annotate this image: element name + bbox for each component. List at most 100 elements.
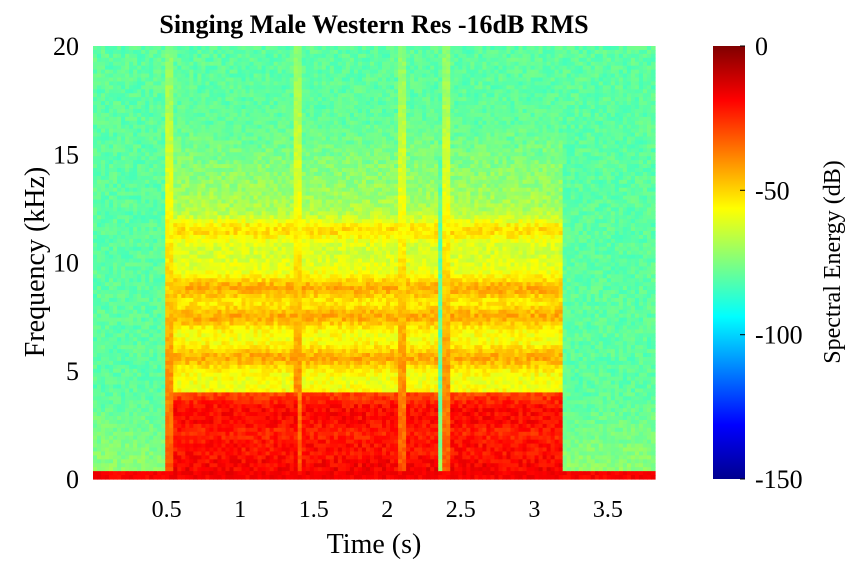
heatmap-cell	[205, 211, 211, 216]
heatmap-cell	[201, 360, 206, 366]
heatmap-cell	[245, 175, 251, 181]
heatmap-cell	[141, 219, 146, 224]
heatmap-cell	[229, 254, 235, 260]
heatmap-cell	[205, 144, 211, 149]
heatmap-cell	[153, 73, 158, 79]
heatmap-cell	[181, 140, 186, 146]
heatmap-cell	[125, 108, 130, 114]
heatmap-cell	[97, 305, 102, 311]
heatmap-cell	[101, 353, 106, 358]
heatmap-cell	[261, 93, 267, 98]
heatmap-cell	[237, 337, 243, 342]
heatmap-cell	[161, 286, 166, 291]
heatmap-cell	[149, 392, 154, 397]
heatmap-cell	[261, 423, 267, 429]
heatmap-cell	[229, 313, 235, 319]
heatmap-cell	[145, 112, 150, 118]
heatmap-cell	[197, 459, 202, 464]
heatmap-cell	[129, 250, 134, 256]
heatmap-cell	[165, 124, 170, 130]
heatmap-cell	[213, 128, 219, 134]
heatmap-cell	[177, 376, 182, 382]
heatmap-cell	[177, 89, 182, 94]
heatmap-cell	[237, 459, 243, 464]
heatmap-cell	[169, 207, 174, 212]
heatmap-cell	[177, 116, 182, 122]
heatmap-cell	[169, 364, 174, 370]
heatmap-cell	[209, 353, 215, 358]
heatmap-cell	[165, 349, 170, 354]
heatmap-cell	[213, 187, 219, 193]
heatmap-cell	[181, 136, 186, 142]
heatmap-cell	[241, 168, 247, 173]
heatmap-cell	[97, 148, 102, 153]
heatmap-cell	[249, 61, 255, 67]
heatmap-cell	[141, 238, 146, 244]
heatmap-cell	[241, 360, 247, 366]
heatmap-cell	[209, 325, 215, 331]
heatmap-cell	[257, 132, 263, 138]
heatmap-cell	[149, 112, 154, 118]
heatmap-cell	[201, 353, 206, 358]
heatmap-cell	[225, 471, 231, 476]
heatmap-cell	[193, 266, 198, 271]
heatmap-cell	[201, 459, 206, 464]
heatmap-cell	[209, 463, 215, 468]
heatmap-cell	[249, 356, 255, 362]
heatmap-cell	[177, 270, 182, 275]
heatmap-cell	[145, 412, 150, 417]
heatmap-cell	[225, 160, 231, 165]
heatmap-cell	[125, 160, 130, 165]
heatmap-cell	[137, 160, 142, 165]
heatmap-cell	[169, 266, 174, 271]
heatmap-cell	[213, 419, 219, 425]
heatmap-cell	[213, 183, 219, 189]
heatmap-cell	[93, 89, 98, 94]
heatmap-cell	[121, 132, 126, 138]
heatmap-cell	[141, 364, 146, 370]
heatmap-cell	[173, 372, 178, 378]
heatmap-cell	[193, 301, 198, 307]
heatmap-cell	[149, 376, 154, 382]
heatmap-cell	[233, 416, 239, 421]
heatmap-cell	[133, 309, 138, 315]
heatmap-cell	[109, 293, 114, 299]
heatmap-cell	[153, 168, 158, 173]
heatmap-cell	[121, 234, 126, 240]
heatmap-cell	[189, 325, 194, 331]
heatmap-cell	[269, 297, 275, 303]
heatmap-cell	[265, 246, 271, 252]
heatmap-cell	[97, 61, 102, 67]
heatmap-cell	[133, 341, 138, 346]
heatmap-cell	[109, 219, 114, 224]
heatmap-cell	[137, 152, 142, 157]
heatmap-cell	[257, 392, 263, 397]
heatmap-cell	[145, 427, 150, 433]
heatmap-cell	[101, 199, 106, 205]
heatmap-cell	[137, 108, 142, 114]
heatmap-cell	[273, 136, 279, 142]
heatmap-cell	[149, 423, 154, 429]
heatmap-cell	[133, 376, 138, 382]
heatmap-cell	[269, 128, 275, 134]
heatmap-cell	[257, 353, 263, 358]
heatmap-cell	[241, 372, 247, 378]
heatmap-cell	[161, 89, 166, 94]
heatmap-cell	[193, 388, 198, 393]
heatmap-cell	[149, 463, 154, 468]
heatmap-cell	[261, 140, 267, 146]
heatmap-cell	[121, 392, 126, 397]
heatmap-cell	[193, 416, 198, 421]
heatmap-cell	[269, 396, 275, 401]
heatmap-cell	[125, 112, 130, 118]
heatmap-cell	[237, 463, 243, 468]
heatmap-cell	[213, 179, 219, 185]
heatmap-cell	[117, 152, 122, 157]
heatmap-cell	[161, 207, 166, 212]
heatmap-cell	[269, 124, 275, 130]
heatmap-cell	[157, 475, 162, 480]
heatmap-cell	[233, 49, 239, 55]
heatmap-cell	[265, 325, 271, 331]
heatmap-cell	[213, 65, 219, 71]
heatmap-cell	[125, 341, 130, 346]
